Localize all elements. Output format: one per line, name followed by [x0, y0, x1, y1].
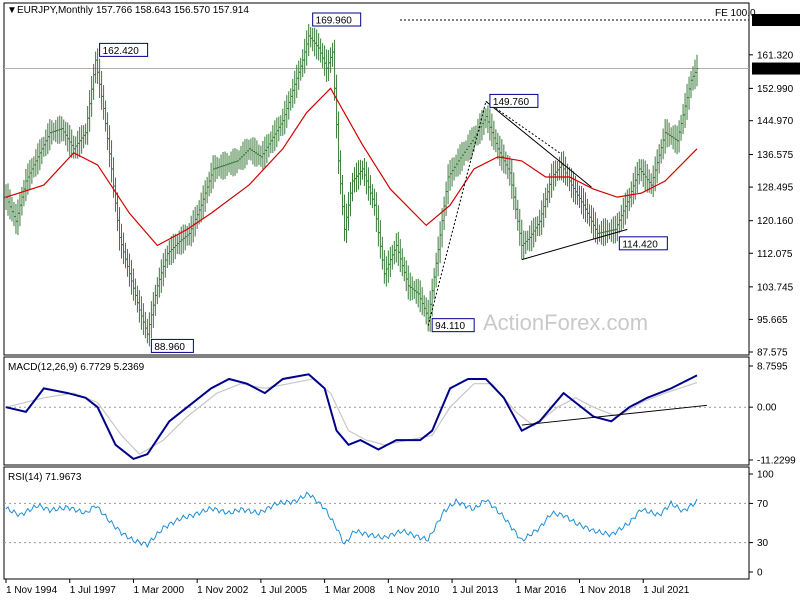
price-tick-label: 120.160	[757, 216, 794, 227]
macd-trendline	[521, 404, 708, 426]
price-annotation-label: 94.110	[435, 321, 465, 332]
price-tick-label: 87.575	[757, 348, 788, 359]
time-tick-label: 1 Jul 2021	[643, 585, 690, 596]
current-price-tag: 157.914	[756, 64, 793, 75]
time-tick-label: 1 Nov 2010	[388, 585, 440, 596]
rsi-label: RSI(14) 71.9673	[8, 472, 82, 483]
trendline	[485, 100, 560, 154]
watermark: ActionForex.com	[483, 310, 648, 335]
trendline	[485, 101, 592, 188]
macd-line	[5, 373, 698, 461]
axes-layer: 161.320 152.990 144.970 136.575 128.495 120.1…	[5, 14, 800, 596]
macd-tick-label: 8.7595	[757, 362, 788, 373]
price-annotation-box	[489, 93, 539, 108]
rsi-panel	[3, 466, 750, 580]
time-tick-label: 1 Mar 2008	[325, 585, 376, 596]
moving-average-line	[5, 87, 698, 247]
price-tick-label: 144.970	[757, 116, 794, 127]
fe-price-tag-bg	[752, 14, 800, 26]
trendline	[521, 228, 628, 261]
macd-signal-line	[5, 378, 698, 455]
price-annotation-label: 149.760	[493, 97, 530, 108]
price-tick-label: 95.665	[757, 315, 788, 326]
price-annotation-label: 88.960	[154, 342, 185, 353]
price-layer: 162.420 88.960 169.960 94.110 149.760 114.420	[4, 12, 749, 353]
time-tick-label: 1 Jul 2013	[452, 585, 499, 596]
chevron-down-icon[interactable]: ▼	[7, 5, 17, 16]
price-tick-label: 152.990	[757, 84, 794, 95]
rsi-layer	[4, 491, 749, 549]
price-panel	[3, 2, 750, 356]
price-tick-label: 136.575	[757, 150, 794, 161]
chart-ohlc-label: 157.766 158.643 156.570 157.914	[96, 5, 249, 16]
rsi-line	[5, 491, 698, 549]
price-annotation-label: 114.420	[622, 239, 658, 250]
macd-tick-label: -11.2299	[757, 456, 796, 467]
rsi-tick-label: 30	[757, 538, 769, 549]
price-annotation-box	[312, 12, 362, 27]
rsi-tick-label: 100	[757, 470, 774, 481]
time-tick-label: 1 Jul 2005	[261, 585, 308, 596]
time-tick-label: 1 Mar 2016	[516, 585, 567, 596]
rsi-tick-label: 0	[757, 568, 763, 579]
chart-symbol-label: EURJPY,Monthly	[17, 5, 93, 16]
price-annotation-box	[150, 338, 194, 353]
price-annotation-box	[618, 236, 668, 251]
time-tick-label: 1 Jul 1997	[70, 585, 117, 596]
price-tick-label: 161.320	[757, 50, 794, 61]
fe-price-tag: 169.960	[756, 16, 793, 27]
macd-label: MACD(12,26,9) 6.7729 5.2369	[8, 362, 145, 373]
time-tick-label: 1 Nov 1994	[6, 585, 58, 596]
current-price-tag-bg	[752, 62, 800, 75]
rsi-tick-label: 70	[757, 499, 769, 510]
time-tick-label: 1 Nov 2002	[197, 585, 249, 596]
macd-tick-label: 0.00	[757, 403, 777, 414]
price-annotation-box	[431, 318, 475, 333]
price-tick-label: 128.495	[757, 183, 794, 194]
macd-layer	[4, 373, 749, 461]
price-annotation-box	[99, 42, 149, 57]
time-tick-label: 1 Mar 2000	[133, 585, 184, 596]
fe-label: FE 100.0	[715, 8, 756, 19]
price-tick-label: 103.745	[757, 282, 794, 293]
price-annotation-label: 169.960	[316, 16, 353, 27]
price-annotation-label: 162.420	[103, 46, 140, 57]
trendline	[427, 101, 487, 326]
price-tick-label: 112.075	[757, 249, 793, 260]
time-tick-label: 1 Nov 2018	[580, 585, 632, 596]
